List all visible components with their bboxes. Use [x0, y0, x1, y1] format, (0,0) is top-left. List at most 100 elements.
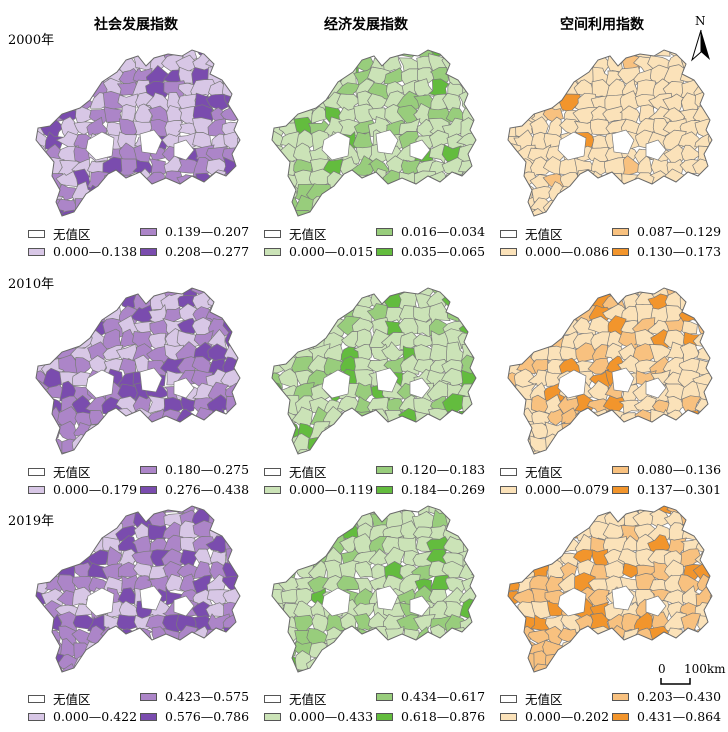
county-region: [22, 65, 31, 85]
county-region: [242, 665, 257, 675]
county-region: [224, 653, 240, 672]
county-region: [254, 616, 257, 636]
county-region: [490, 408, 493, 428]
county-region: [692, 195, 712, 216]
county-region: [237, 625, 240, 649]
county-region: [508, 523, 522, 542]
county-region: [41, 533, 65, 553]
county-region: [272, 347, 287, 364]
county-region: [179, 208, 202, 216]
county-region: [85, 641, 112, 660]
county-region: [327, 506, 345, 519]
legend-class-2: 0.203—0.430: [612, 689, 721, 704]
county-region: [508, 438, 522, 454]
county-region: [272, 106, 288, 127]
county-region: [444, 186, 465, 206]
county-region: [508, 183, 509, 200]
legend-label: 0.000—0.079: [525, 482, 610, 497]
map-panel-social-2019: [22, 500, 257, 675]
county-region: [104, 182, 126, 204]
county-region: [489, 333, 493, 351]
county-region: [336, 424, 360, 444]
county-region: [36, 663, 49, 672]
county-region: [477, 319, 494, 340]
county-region: [338, 288, 359, 297]
legend-label: 0.139—0.207: [165, 224, 250, 239]
map-panel-spatial-2019: [494, 500, 728, 675]
county-region: [412, 666, 435, 672]
county-region: [254, 317, 258, 336]
county-region: [258, 157, 270, 176]
county-region: [412, 433, 433, 452]
county-region: [132, 183, 153, 204]
county-region: [560, 652, 581, 672]
county-region: [272, 641, 285, 661]
county-region: [36, 288, 48, 300]
county-region: [514, 329, 538, 351]
county-region: [36, 538, 37, 553]
county-region: [508, 107, 524, 128]
county-region: [44, 131, 65, 152]
county-region: [120, 667, 138, 672]
county-region: [680, 195, 701, 216]
county-region: [74, 50, 93, 61]
county-region: [337, 638, 362, 659]
county-region: [42, 305, 65, 327]
legend-swatch: [140, 227, 157, 236]
county-region: [147, 438, 169, 454]
county-region: [258, 448, 270, 457]
county-region: [255, 44, 257, 58]
county-region: [236, 131, 240, 150]
legend-swatch: [376, 247, 393, 256]
county-region: [508, 512, 523, 530]
county-region: [662, 93, 685, 115]
county-region: [711, 382, 712, 403]
county-region: [723, 92, 728, 115]
county-region: [258, 307, 269, 321]
legend-label: 0.208—0.277: [165, 244, 250, 259]
region-boundary: [35, 287, 241, 455]
legend-swatch: [28, 485, 45, 494]
county-region: [104, 292, 125, 313]
county-region: [491, 282, 493, 299]
no-data-area: [139, 367, 163, 393]
county-region: [473, 356, 476, 377]
county-region: [474, 50, 476, 60]
county-region: [149, 445, 169, 454]
county-region: [22, 56, 33, 74]
county-region: [115, 50, 138, 62]
county-region: [296, 315, 314, 338]
county-region: [258, 433, 271, 452]
county-region: [42, 507, 66, 530]
county-region: [239, 598, 240, 620]
county-region: [87, 171, 109, 191]
county-region: [400, 653, 421, 671]
county-region: [385, 436, 403, 454]
county-region: [279, 68, 300, 89]
county-region: [711, 158, 712, 177]
county-region: [666, 641, 684, 660]
county-region: [254, 384, 258, 402]
legend-economic-2010: 无值区 0.120—0.183 0.000—0.119 0.184—0.269: [264, 462, 499, 502]
county-region: [560, 208, 584, 216]
county-region: [383, 445, 407, 454]
county-region: [458, 656, 476, 672]
county-region: [489, 342, 493, 361]
county-region: [713, 642, 728, 659]
legend-swatch: [376, 227, 393, 236]
county-region: [241, 197, 257, 216]
county-region: [488, 144, 493, 165]
county-region: [22, 80, 33, 101]
county-region: [708, 92, 712, 111]
county-region: [445, 577, 467, 594]
legend-class-3: 0.208—0.277: [140, 244, 249, 259]
county-region: [36, 106, 52, 126]
no-data-area: [85, 131, 115, 161]
county-region: [294, 77, 317, 99]
county-region: [692, 626, 712, 645]
county-region: [489, 550, 493, 568]
county-region: [473, 329, 476, 351]
county-region: [252, 174, 257, 190]
legend-class-1: 0.000—0.422: [28, 709, 137, 724]
county-region: [489, 537, 493, 556]
